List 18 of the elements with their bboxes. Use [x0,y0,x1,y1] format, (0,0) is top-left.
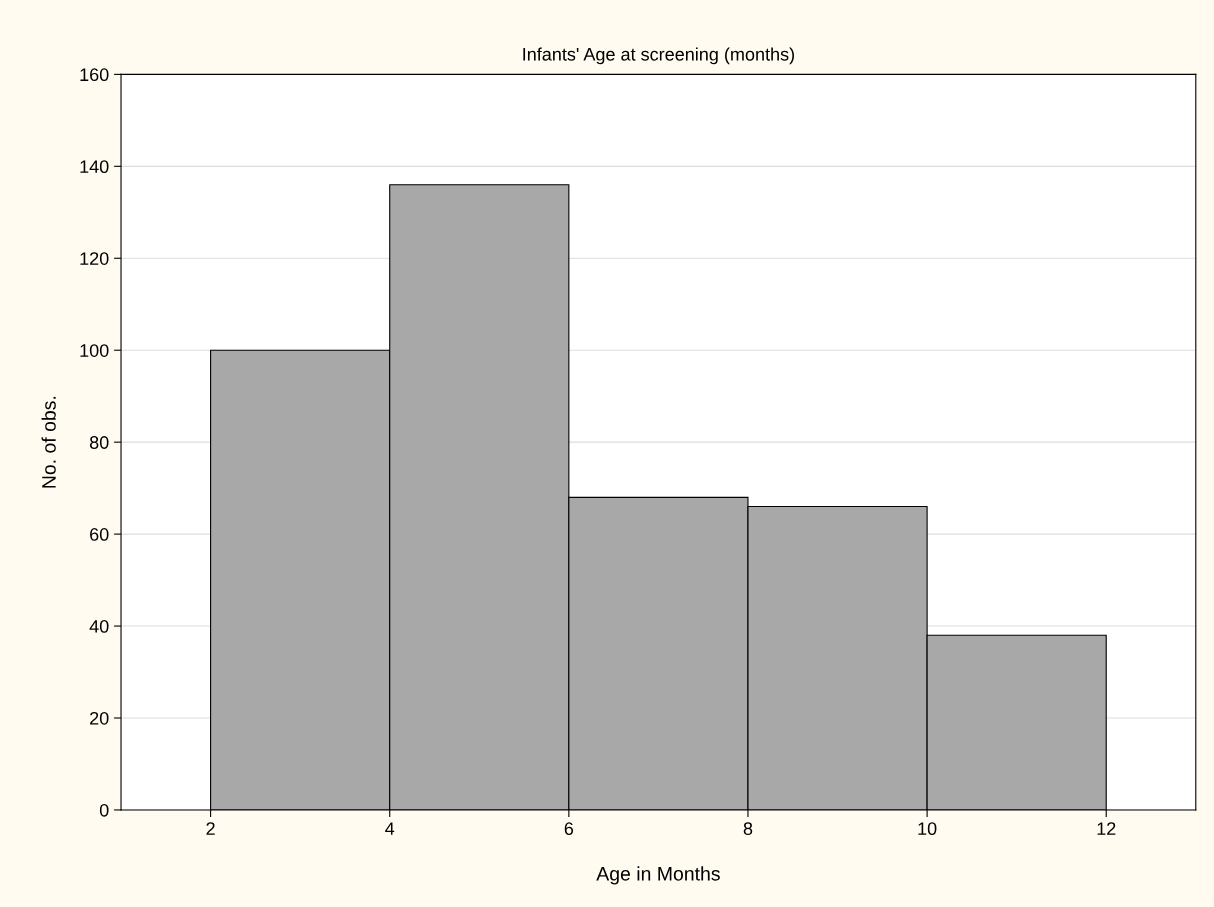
y-tick-label: 20 [90,711,109,725]
y-tick-label: 0 [99,803,109,817]
y-tick-label: 80 [89,436,109,449]
x-tick-label: 8 [743,822,753,836]
chart-title: Infants' Age at screening (months) [523,47,795,65]
x-tick-label: 10 [918,822,937,836]
y-tick-label: 140 [80,160,109,174]
x-tick-label: 4 [385,822,395,835]
x-tick-label: 6 [564,822,574,836]
y-axis-title: No. of obs. [41,396,56,488]
y-tick-label: 160 [80,68,109,82]
y-tick-label: 120 [80,252,109,265]
y-tick-label: 100 [80,344,109,357]
y-tick-label: 60 [90,528,109,541]
x-tick-label: 12 [1097,822,1116,835]
y-tick-label: 40 [89,619,109,633]
x-tick-label: 2 [206,822,215,835]
x-axis-title: Age in Months [596,866,720,885]
